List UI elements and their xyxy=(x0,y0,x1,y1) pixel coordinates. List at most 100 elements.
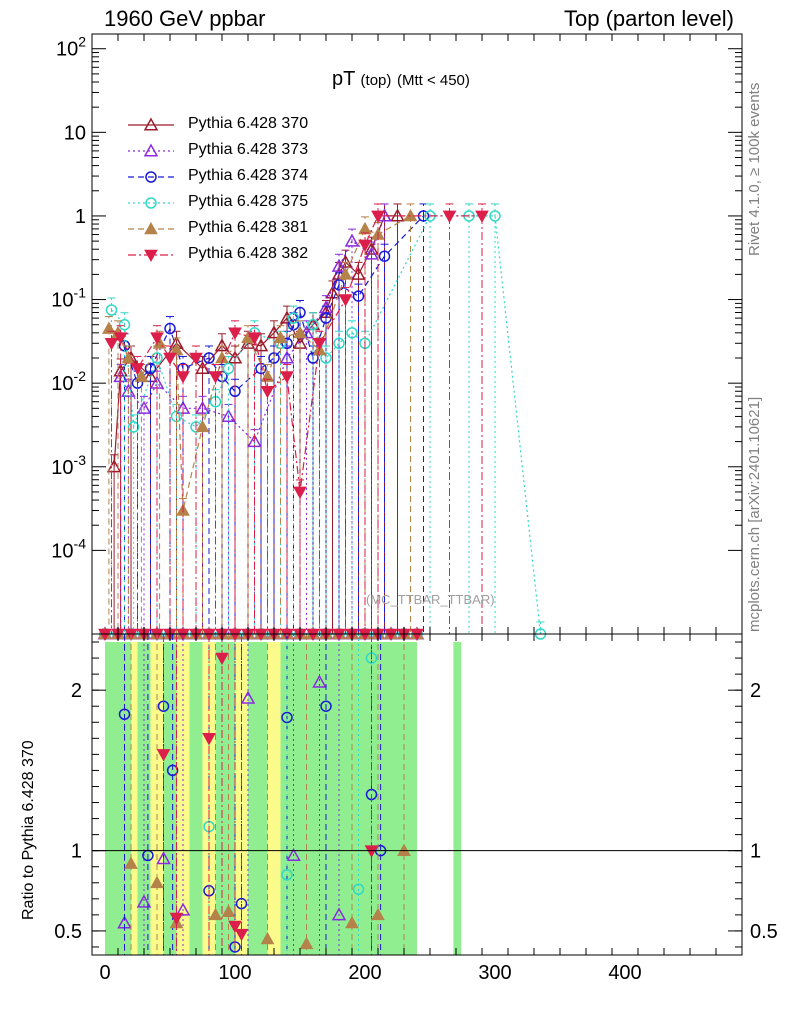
data-point xyxy=(134,369,149,382)
legend-item: Pythia 6.428 382 xyxy=(128,244,388,266)
data-point xyxy=(195,400,210,414)
ratio-point xyxy=(118,708,131,720)
legend-label: Pythia 6.428 374 xyxy=(188,167,309,184)
underflow-point xyxy=(384,628,398,642)
process-label: Top (parton level) xyxy=(564,6,734,31)
x-tick-label: 200 xyxy=(348,962,381,984)
legend-swatch-375 xyxy=(128,197,174,209)
legend-label: Pythia 6.428 382 xyxy=(188,245,309,262)
ratio-frame xyxy=(91,633,743,956)
legend-swatch-382 xyxy=(128,249,174,263)
y-tick-label: 10-3 xyxy=(51,452,86,479)
ratio-tick-label: 0.5 xyxy=(54,921,82,943)
plot-title-main: pT xyxy=(332,68,355,90)
data-point xyxy=(169,342,184,356)
data-point xyxy=(221,408,236,422)
legend-marker xyxy=(145,171,157,183)
ratio-y-axis: 0.5 0.5 1 1 2 2 xyxy=(54,641,778,948)
legend-marker xyxy=(144,221,158,235)
underflow-point xyxy=(254,628,268,642)
data-point xyxy=(189,352,203,366)
ratio-band-green xyxy=(137,642,151,955)
data-point xyxy=(195,360,210,374)
data-point xyxy=(163,352,177,366)
ratio-tick-label-right: 1 xyxy=(750,841,761,863)
data-point xyxy=(294,306,306,319)
data-point xyxy=(253,338,269,352)
rivet-version-label: Rivet 4.1.0, ≥ 100k events xyxy=(746,82,763,256)
x-tick-label: 300 xyxy=(478,962,511,984)
data-point xyxy=(371,210,385,223)
ratio-point xyxy=(202,733,216,746)
series-line xyxy=(108,215,411,511)
ratio-point xyxy=(221,904,236,917)
ratio-band-green xyxy=(163,642,177,955)
data-point xyxy=(118,318,131,331)
series-s374 xyxy=(99,203,430,640)
legend-marker xyxy=(143,117,159,131)
ratio-point xyxy=(312,674,327,688)
ratio-band-green xyxy=(453,642,462,955)
data-point xyxy=(280,371,294,384)
y-tick-label: 10 xyxy=(64,122,86,144)
energy-label: 1960 GeV ppbar xyxy=(104,6,266,31)
ratio-band-green xyxy=(189,642,203,955)
data-point xyxy=(144,362,157,375)
legend-item: Pythia 6.428 374 xyxy=(128,166,388,188)
ratio-point xyxy=(156,749,171,762)
data-point xyxy=(293,486,307,499)
data-point xyxy=(475,210,489,223)
underflow-point xyxy=(358,628,372,642)
data-point xyxy=(260,385,275,399)
data-point xyxy=(281,337,293,350)
ratio-y-axis-label: Ratio to Pythia 6.428 370 xyxy=(20,740,37,920)
ratio-point xyxy=(371,907,385,921)
data-point xyxy=(203,352,215,364)
ratio-tick-label-right: 0.5 xyxy=(750,921,778,943)
ratio-point xyxy=(124,856,138,869)
data-point xyxy=(279,350,295,364)
ratio-point xyxy=(169,912,184,926)
analysis-watermark: (MC_TTBAR_TTBAR) xyxy=(366,592,495,607)
data-point xyxy=(228,327,242,340)
data-point xyxy=(195,419,210,433)
data-point xyxy=(227,350,243,364)
plot-title-sub: (top) xyxy=(360,72,392,89)
ratio-tick-label: 2 xyxy=(71,680,82,702)
data-point xyxy=(352,290,365,302)
legend-label: Pythia 6.428 375 xyxy=(188,193,309,210)
ratio-tick-label-right: 2 xyxy=(750,680,761,702)
underflow-point xyxy=(410,628,424,642)
ratio-point xyxy=(397,843,411,856)
data-point xyxy=(266,325,282,339)
data-point xyxy=(127,421,140,433)
series-s375 xyxy=(99,203,547,640)
legend-swatch-381 xyxy=(128,221,174,235)
ratio-point xyxy=(260,931,275,945)
data-point xyxy=(208,371,223,384)
y-axis: 10-4 10-3 10-2 10-1 1 10 102 xyxy=(51,34,742,562)
underflow-point xyxy=(98,628,112,642)
ratio-bands xyxy=(105,642,462,955)
ratio-point xyxy=(286,847,301,862)
data-point xyxy=(338,267,353,280)
data-point xyxy=(150,332,164,345)
data-point xyxy=(333,279,345,291)
ratio-point xyxy=(281,869,293,881)
data-point xyxy=(121,383,136,397)
x-tick-label: 100 xyxy=(218,962,251,984)
legend-swatch-374 xyxy=(128,171,174,183)
legend-swatch-370 xyxy=(128,117,174,131)
series-line xyxy=(111,215,542,635)
data-point xyxy=(358,239,372,252)
ratio-point xyxy=(240,690,256,704)
ratio-point xyxy=(320,700,332,712)
ratio-point xyxy=(215,652,229,666)
ratio-band-green xyxy=(215,642,235,955)
y-tick-label: 10-2 xyxy=(51,368,86,395)
data-point xyxy=(312,337,327,351)
data-point xyxy=(130,363,145,376)
data-point xyxy=(333,337,345,350)
plot-title-cond: (Mtt < 450) xyxy=(396,72,470,89)
ratio-point xyxy=(352,883,365,895)
